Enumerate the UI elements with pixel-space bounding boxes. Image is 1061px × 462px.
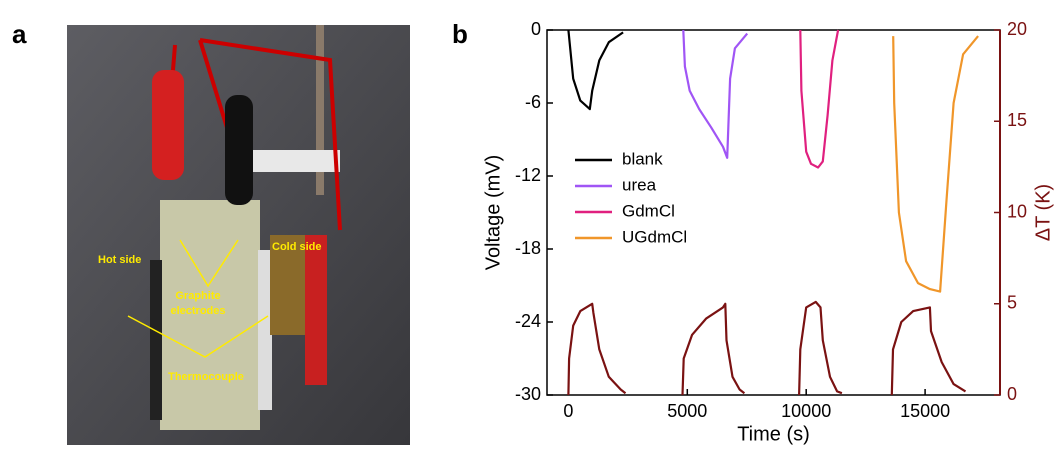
data-line: [682, 29, 749, 159]
cell: [160, 200, 260, 430]
photo-label: Hot side: [98, 254, 141, 266]
y-tick-label: -12: [515, 165, 541, 185]
y2-tick-label: 10: [1007, 201, 1027, 221]
data-line: [567, 29, 624, 111]
chart: -30 -24 -18 -12 -6 0 0 5 10 15 20 0 5000 10000 15000 Ti…: [482, 19, 1054, 446]
legend-label: urea: [622, 175, 657, 194]
photo-label: Thermocouple: [168, 371, 244, 383]
legend-label: UGdmCl: [622, 227, 687, 246]
y-tick-label: -6: [525, 92, 541, 112]
y2-tick-label: 0: [1007, 384, 1017, 404]
photo-label: electrodes: [170, 305, 225, 317]
x-tick-label: 15000: [900, 401, 950, 421]
legend-label: blank: [622, 149, 663, 168]
y2-tick-label: 15: [1007, 110, 1027, 130]
clamp: [230, 150, 340, 172]
plate: [258, 250, 272, 410]
data-line: [892, 35, 979, 293]
pointer-line: [127, 239, 269, 358]
red-part: [305, 235, 327, 385]
x-tick-label: 5000: [667, 401, 707, 421]
y2-axis-label: ΔT (K): [1032, 184, 1054, 241]
plate: [150, 260, 162, 420]
data-line: [567, 300, 967, 396]
black-clip: [225, 95, 253, 205]
plot-frame: [546, 29, 1001, 396]
x-axis-label: Time (s): [737, 423, 810, 445]
y2-tick-label: 5: [1007, 293, 1017, 313]
red-clip: [152, 70, 184, 180]
y-tick-label: 0: [531, 19, 541, 39]
photo-label: Graphite: [175, 290, 220, 302]
legend-label: GdmCl: [622, 201, 675, 220]
stand-rod: [316, 25, 324, 195]
panel-label: b: [452, 19, 468, 49]
data-line: [799, 29, 840, 169]
y-tick-label: -18: [515, 238, 541, 258]
x-tick-label: 10000: [781, 401, 831, 421]
photo: Hot side Cold side Graphite electrodes T…: [67, 25, 410, 445]
panel-label: a: [12, 19, 27, 49]
y2-tick-label: 20: [1007, 19, 1027, 39]
y-axis-label: Voltage (mV): [482, 155, 504, 271]
y-tick-label: -30: [515, 384, 541, 404]
y-tick-label: -24: [515, 311, 541, 331]
photo-label: Cold side: [272, 241, 322, 253]
x-tick-label: 0: [563, 401, 573, 421]
